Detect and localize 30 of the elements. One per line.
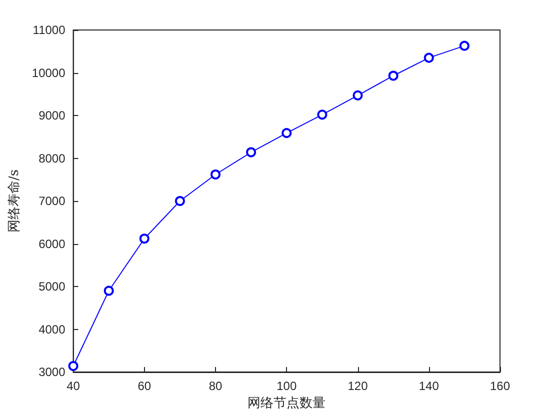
y-axis-title: 网络寿命/s [7,169,22,233]
point [388,70,398,81]
x-tick-label: 60 [138,379,152,393]
x-tick-label: 100 [276,379,297,393]
y-tick-label: 7000 [38,194,66,208]
point [210,169,221,180]
x-tick-label: 80 [208,379,223,393]
x-tick-label: 120 [348,379,368,393]
point [174,196,185,206]
y-tick-label: 11000 [32,23,66,37]
point [246,147,256,158]
y-tick-label: 8000 [38,151,66,166]
point [139,234,150,244]
y-tick-label: 5000 [38,280,66,294]
point [317,110,328,120]
point [104,286,114,296]
y-tick-label: 3000 [38,365,66,379]
point [282,128,292,138]
point [68,361,78,372]
y-tick-label: 6000 [38,236,66,251]
x-axis-title: 网络节点数量 [248,396,326,411]
x-tick-label: 160 [490,379,510,393]
y-tick-label: 10000 [32,66,66,80]
x-tick-label: 140 [418,379,440,393]
x-tick-label: 40 [66,379,80,393]
point [424,52,434,63]
y-tick-label: 9000 [38,108,66,122]
point [352,90,363,100]
point [459,40,470,51]
y-tick-label: 4000 [38,322,66,336]
